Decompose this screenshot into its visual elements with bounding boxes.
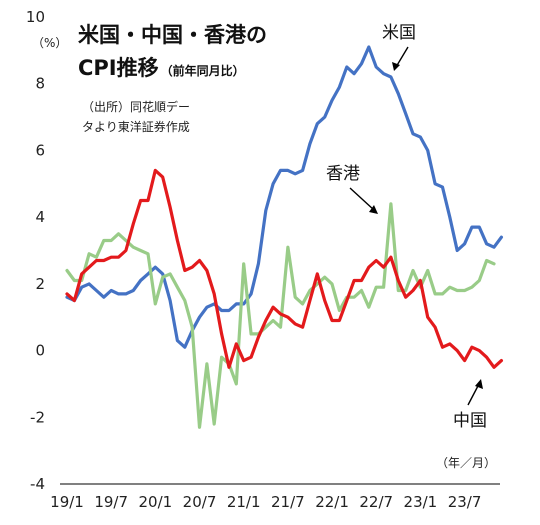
x-tick-label: 22/1 <box>315 493 349 511</box>
x-tick-label: 19/1 <box>50 493 84 511</box>
series-line-hongkong <box>65 202 496 429</box>
y-tick-labels: 10 8 6 4 2 0 -2 -4 <box>26 8 45 493</box>
x-tick-label: 19/7 <box>94 493 128 511</box>
source-note-line2: タより東洋証券作成 <box>82 119 190 134</box>
y-tick-label: 4 <box>35 208 45 226</box>
x-tick-label: 23/1 <box>404 493 438 511</box>
annotation-hk-label: 香港 <box>326 164 360 184</box>
series-line-us <box>65 45 503 349</box>
y-tick-label: 8 <box>35 75 45 93</box>
x-tick-label: 22/7 <box>359 493 393 511</box>
annotation-cn-arrowhead <box>475 379 483 389</box>
source-note-line1: （出所）同花順デー <box>82 99 190 114</box>
x-tick-labels: 19/1 19/7 20/1 20/7 21/1 21/7 22/1 22/7 23/1 23/7 <box>50 493 481 511</box>
series-lines <box>65 45 503 429</box>
annotation-hk-arrowhead <box>369 205 378 214</box>
x-tick-label: 20/7 <box>183 493 217 511</box>
x-tick-label: 21/1 <box>227 493 261 511</box>
y-tick-label: 10 <box>26 8 45 26</box>
annotation-cn-label: 中国 <box>453 411 487 431</box>
chart-title-cpi: CPI推移 <box>78 56 159 80</box>
y-tick-label: 0 <box>35 342 45 360</box>
y-tick-label: 2 <box>35 275 45 293</box>
chart-title: 米国・中国・香港の <box>78 23 267 47</box>
y-axis-unit: （%） <box>32 36 67 50</box>
x-tick-label: 23/7 <box>448 493 482 511</box>
x-axis-unit: （年／月） <box>436 456 496 470</box>
y-tick-label: -4 <box>30 475 45 493</box>
annotation-us: 米国 <box>382 23 416 71</box>
x-tick-label: 21/7 <box>271 493 305 511</box>
y-tick-label: -2 <box>30 408 45 426</box>
annotation-us-arrow <box>395 46 409 68</box>
annotation-cn: 中国 <box>453 379 487 431</box>
chart-subtitle: （前年同月比） <box>161 63 245 78</box>
y-tick-label: 6 <box>35 141 45 159</box>
annotation-hk: 香港 <box>326 164 378 214</box>
annotation-cn-arrow <box>467 383 480 406</box>
annotation-us-label: 米国 <box>382 23 416 43</box>
chart-title-line2: CPI推移 （前年同月比） <box>78 56 245 80</box>
annotation-hk-arrow <box>349 187 375 211</box>
x-tick-label: 20/1 <box>139 493 173 511</box>
series-line-china <box>65 168 503 369</box>
annotation-us-arrowhead <box>392 62 400 71</box>
